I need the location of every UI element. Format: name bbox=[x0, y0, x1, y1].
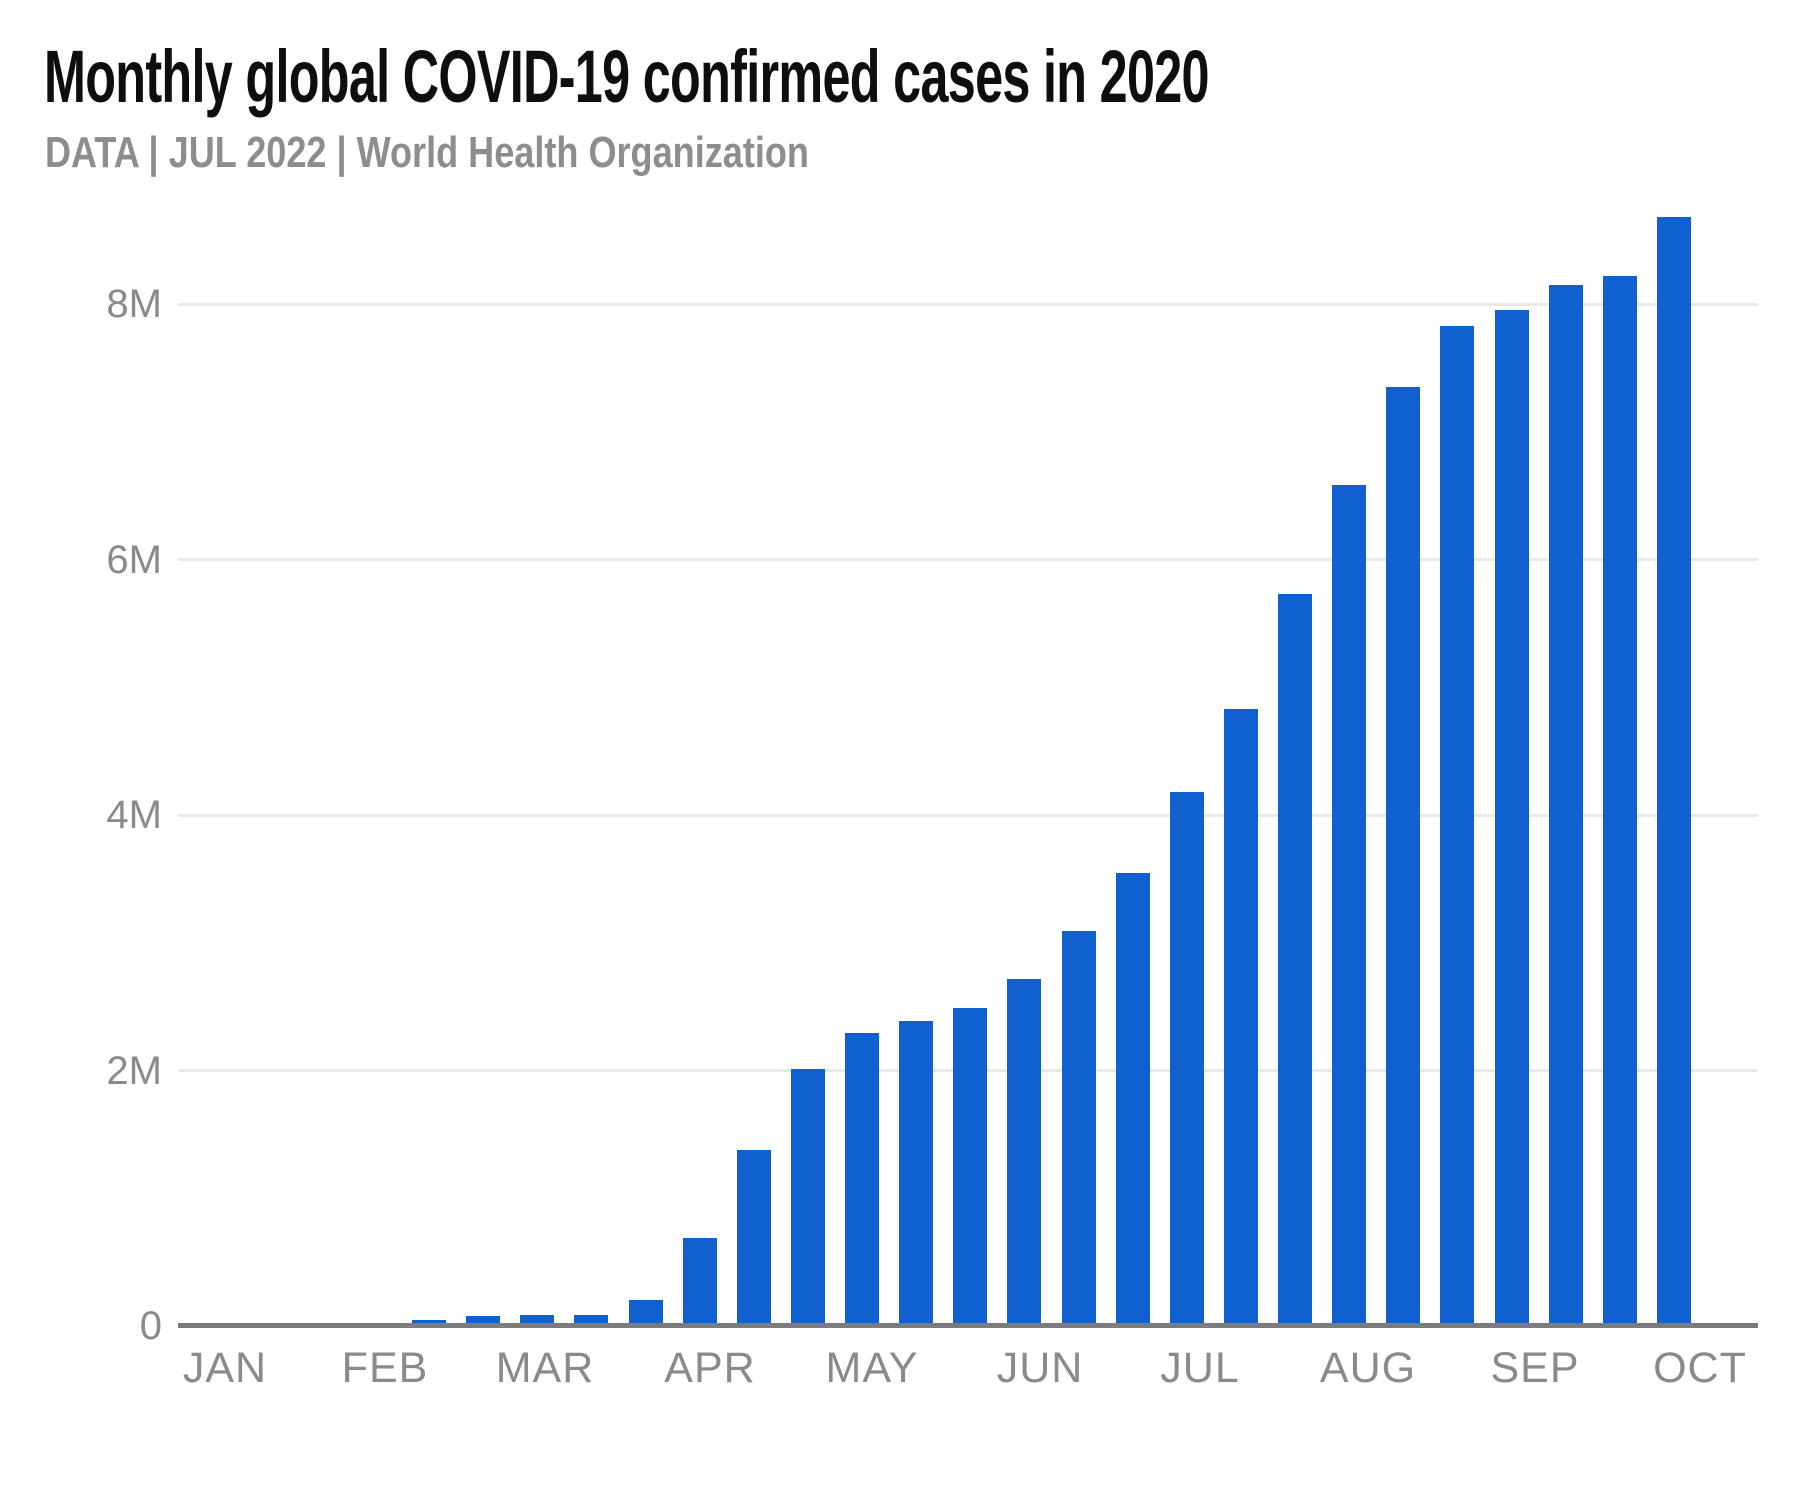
bar-AUG-3 bbox=[1494, 310, 1529, 1326]
chart-subtitle: DATA | JUL 2022 | World Health Organizat… bbox=[45, 131, 977, 185]
x-tick-label-JUL: JUL bbox=[1160, 1344, 1240, 1392]
chart-title-text: Monthly global COVID-19 confirmed cases … bbox=[44, 35, 1210, 118]
x-tick-label-MAR: MAR bbox=[495, 1344, 595, 1392]
x-tick-label-JAN: JAN bbox=[182, 1344, 268, 1392]
x-tick-label-SEP: SEP bbox=[1490, 1344, 1580, 1392]
bar-MAY-1 bbox=[899, 1020, 934, 1326]
bar-JUL-1 bbox=[1223, 708, 1258, 1326]
bar-APR-3 bbox=[845, 1033, 880, 1326]
bar-MAR-3 bbox=[682, 1237, 717, 1326]
bar-MAY-3 bbox=[1007, 978, 1042, 1326]
bar-JUN-1 bbox=[1061, 931, 1096, 1326]
bar-SEP-3 bbox=[1656, 217, 1691, 1326]
y-tick-label-0: 0 bbox=[139, 1304, 162, 1348]
bar-AUG-1 bbox=[1386, 387, 1421, 1326]
x-axis-line bbox=[178, 1323, 1758, 1328]
chart-title: Monthly global COVID-19 confirmed cases … bbox=[44, 40, 1757, 128]
bar-MAY-2 bbox=[953, 1007, 988, 1326]
bar-FEB-1 bbox=[412, 1319, 446, 1326]
x-tick-label-AUG: AUG bbox=[1319, 1344, 1417, 1392]
bar-FEB-2 bbox=[466, 1315, 501, 1326]
bar-JUL-2 bbox=[1278, 594, 1313, 1326]
chart-subtitle-text: DATA | JUL 2022 | World Health Organizat… bbox=[45, 128, 809, 177]
bar-APR-2 bbox=[790, 1069, 825, 1326]
x-tick-label-APR: APR bbox=[664, 1344, 756, 1392]
x-tick-label-FEB: FEB bbox=[341, 1344, 429, 1392]
gridline-6M bbox=[178, 558, 1758, 561]
y-tick-label-2M: 2M bbox=[106, 1048, 162, 1093]
gridline-4M bbox=[178, 813, 1758, 817]
bar-JUL-3 bbox=[1332, 485, 1367, 1326]
bar-MAR-1 bbox=[574, 1314, 609, 1326]
plot-area bbox=[178, 0, 1758, 1328]
bar-AUG-2 bbox=[1440, 325, 1475, 1326]
x-tick-label-MAY: MAY bbox=[825, 1344, 919, 1392]
bar-JUN-2 bbox=[1115, 872, 1150, 1326]
y-tick-label-6M: 6M bbox=[106, 537, 162, 582]
gridline-8M bbox=[178, 302, 1758, 306]
bar-SEP-2 bbox=[1602, 275, 1637, 1326]
y-tick-label-8M: 8M bbox=[106, 282, 162, 326]
bar-SEP-1 bbox=[1548, 284, 1583, 1326]
y-axis-labels: 0 2M 4M 6M 8M bbox=[0, 0, 162, 1400]
x-tick-label-OCT: OCT bbox=[1653, 1344, 1747, 1392]
x-tick-label-JUN: JUN bbox=[996, 1344, 1084, 1392]
bar-APR-1 bbox=[736, 1149, 771, 1326]
y-tick-label-4M: 4M bbox=[106, 793, 162, 837]
bar-MAR-2 bbox=[628, 1300, 663, 1326]
bar-JUN-3 bbox=[1169, 792, 1204, 1326]
bar-FEB-3 bbox=[520, 1314, 555, 1326]
